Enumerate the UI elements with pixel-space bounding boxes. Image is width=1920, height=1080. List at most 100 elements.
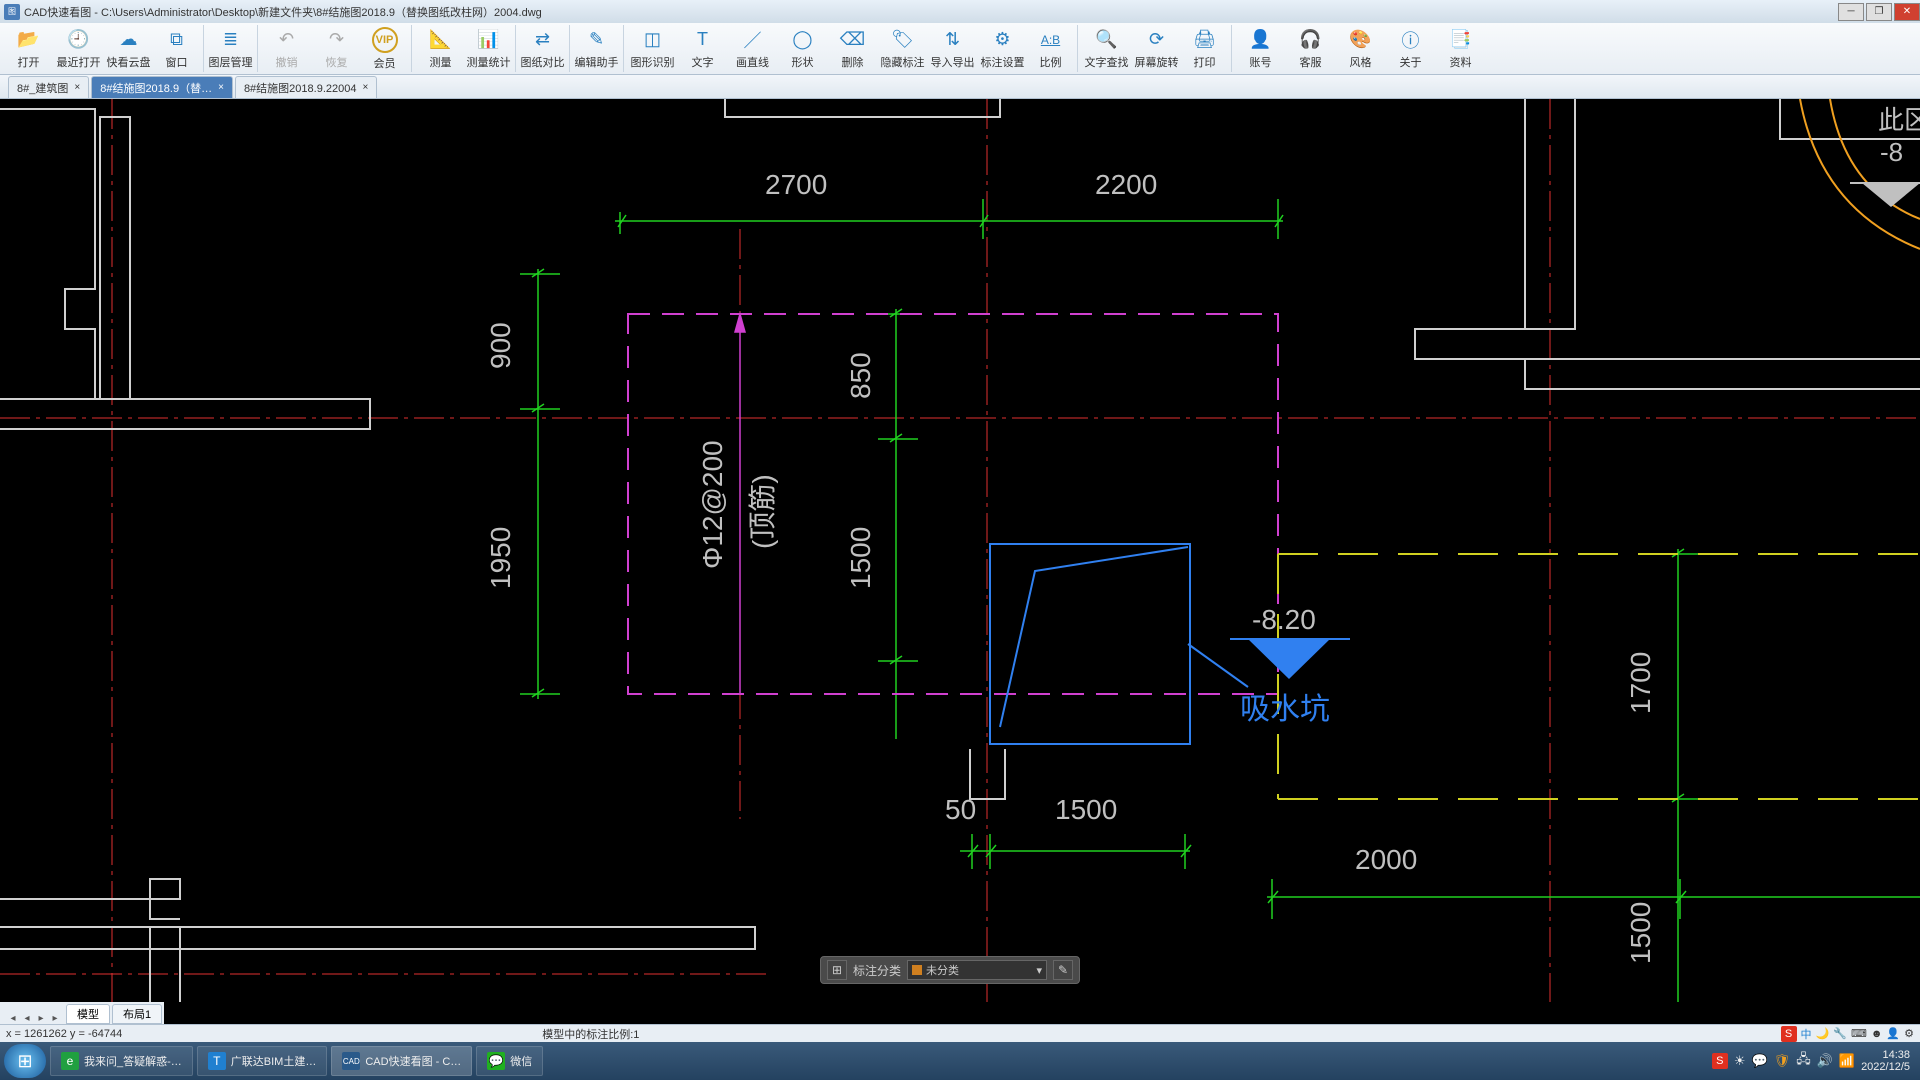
tool-label: 快看云盘 xyxy=(107,54,151,70)
doc-tab[interactable]: 8#结施图2018.9.22004× xyxy=(235,76,377,98)
doc-tab[interactable]: 8#_建筑图× xyxy=(8,76,89,98)
taskbar-app-icon: T xyxy=(208,1052,226,1070)
doc-tab[interactable]: 8#结施图2018.9（替…× xyxy=(91,76,233,98)
快看云盘-icon: ☁ xyxy=(117,28,141,52)
tool-恢复[interactable]: ↷恢复 xyxy=(312,25,362,72)
tray-sogou-icon[interactable]: S xyxy=(1712,1053,1728,1069)
tab-close-icon[interactable]: × xyxy=(74,82,80,93)
taskbar-app-icon: e xyxy=(61,1052,79,1070)
layout-tab[interactable]: 布局1 xyxy=(112,1004,162,1024)
tool-图纸对比[interactable]: ⇄图纸对比 xyxy=(520,25,570,72)
tool-比例[interactable]: A:B比例 xyxy=(1028,25,1078,72)
tool-label: 导入导出 xyxy=(931,54,975,70)
tool-风格[interactable]: 🎨风格 xyxy=(1336,25,1386,72)
taskbar-app[interactable]: T 广联达BIM土建… xyxy=(197,1046,328,1076)
最近打开-icon: 🕘 xyxy=(67,28,91,52)
tool-标注设置[interactable]: ⚙标注设置 xyxy=(978,25,1028,72)
tray-network-icon[interactable]: 🖧 xyxy=(1796,1050,1811,1072)
status-coord: x = 1261262 y = -64744 xyxy=(6,1028,122,1040)
删除-icon: ⌫ xyxy=(841,28,865,52)
taskbar-app[interactable]: 💬微信 xyxy=(476,1046,543,1076)
tool-编辑助手[interactable]: ✎编辑助手 xyxy=(574,25,624,72)
tool-打开[interactable]: 📂打开 xyxy=(4,25,54,72)
ime-settings-icon[interactable]: ⚙ xyxy=(1904,1027,1914,1040)
tool-打印[interactable]: 🖨打印 xyxy=(1182,25,1232,72)
ime-lang[interactable]: 中 xyxy=(1801,1026,1812,1042)
category-text: 未分类 xyxy=(926,962,959,978)
tool-客服[interactable]: 🎧客服 xyxy=(1286,25,1336,72)
tool-label: 隐藏标注 xyxy=(881,54,925,70)
tool-图层管理[interactable]: ≣图层管理 xyxy=(208,25,258,72)
ime-moon-icon: 🌙 xyxy=(1816,1027,1830,1040)
status-scale: 模型中的标注比例:1 xyxy=(542,1026,639,1042)
测量-icon: 📐 xyxy=(429,28,453,52)
tab-close-icon[interactable]: × xyxy=(362,82,368,93)
window-controls: ─ ❐ ✕ xyxy=(1836,3,1920,21)
start-button[interactable]: ⊞ xyxy=(4,1044,46,1078)
ime-smile-icon[interactable]: ☻ xyxy=(1871,1028,1883,1040)
tray-chat-icon[interactable]: 💬 xyxy=(1751,1053,1767,1069)
drawing-canvas[interactable]: 此区 -8 xyxy=(0,99,1920,1002)
tool-文字[interactable]: T文字 xyxy=(678,25,728,72)
tool-会员[interactable]: VIP会员 xyxy=(362,25,412,72)
dim-1700: 1700 xyxy=(1625,652,1656,714)
annobar-edit-icon[interactable]: ✎ xyxy=(1053,960,1073,980)
tray-signal-icon[interactable]: 📶 xyxy=(1839,1053,1855,1069)
账号-icon: 👤 xyxy=(1249,28,1273,52)
tool-label: 会员 xyxy=(374,55,396,71)
minimize-button[interactable]: ─ xyxy=(1838,3,1864,21)
layout-tabs: ◂◂▸▸ 模型布局1 xyxy=(0,1002,164,1024)
main-toolbar: 📂打开 🕘 最近打开 ☁ 快看云盘⧉窗口≣图层管理↶撤销↷恢复VIP会员📐测量📊测量统计… xyxy=(0,23,1920,75)
tab-close-icon[interactable]: × xyxy=(218,82,224,93)
tool-删除[interactable]: ⌫ 删除 xyxy=(828,25,878,72)
taskbar-app-label: 我来问_答疑解惑-… xyxy=(84,1053,182,1069)
tool-快看云盘[interactable]: ☁ 快看云盘 xyxy=(104,25,154,72)
关于-icon: ⓘ xyxy=(1399,28,1423,52)
annotation-bar[interactable]: ⊞ 标注分类 未分类 ▾ ✎ xyxy=(820,956,1080,984)
tool-label: 图形识别 xyxy=(631,54,675,70)
tool-隐藏标注[interactable]: 🏷隐藏标注 xyxy=(878,25,928,72)
tool-导入导出[interactable]: ⇅导入导出 xyxy=(928,25,978,72)
ime-user-icon[interactable]: 👤 xyxy=(1886,1027,1900,1040)
tool-label: 最近打开 xyxy=(57,54,101,70)
restore-button[interactable]: ❐ xyxy=(1866,3,1892,21)
layout-tab[interactable]: 模型 xyxy=(66,1004,110,1024)
tray-volume-icon[interactable]: 🔊 xyxy=(1817,1053,1833,1069)
tool-文字查找[interactable]: 🔍文字查找 xyxy=(1082,25,1132,72)
tool-label: 窗口 xyxy=(166,54,188,70)
system-tray[interactable]: S ☀ 💬 🛡 🖧 🔊 📶 14:38 2022/12/5 xyxy=(1712,1049,1916,1073)
taskbar-clock[interactable]: 14:38 2022/12/5 xyxy=(1861,1049,1910,1073)
tool-账号[interactable]: 👤账号 xyxy=(1236,25,1286,72)
tool-最近打开[interactable]: 🕘 最近打开 xyxy=(54,25,104,72)
tray-weather-icon[interactable]: ☀ xyxy=(1734,1053,1746,1069)
tool-画直线[interactable]: ／画直线 xyxy=(728,25,778,72)
tool-窗口[interactable]: ⧉窗口 xyxy=(154,25,204,72)
tool-label: 文字查找 xyxy=(1085,54,1129,70)
ime-tool-icon[interactable]: 🔧 xyxy=(1833,1027,1847,1040)
tool-label: 图纸对比 xyxy=(521,54,565,70)
tool-资料[interactable]: 📑资料 xyxy=(1436,25,1486,72)
taskbar-app-label: 广联达BIM土建… xyxy=(231,1053,317,1069)
taskbar-app[interactable]: e 我来问_答疑解惑-… xyxy=(50,1046,193,1076)
tool-形状[interactable]: ◯形状 xyxy=(778,25,828,72)
chevron-down-icon: ▾ xyxy=(1036,964,1042,977)
dim-850: 850 xyxy=(845,352,876,399)
sogou-icon[interactable]: S xyxy=(1781,1026,1797,1042)
tool-label: 删除 xyxy=(842,54,864,70)
rebar-text: Φ12@200 xyxy=(697,440,728,569)
tool-关于[interactable]: ⓘ关于 xyxy=(1386,25,1436,72)
tool-测量统计[interactable]: 📊测量统计 xyxy=(466,25,516,72)
taskbar-app[interactable]: CADCAD快速看图 - C… xyxy=(331,1046,472,1076)
tool-屏幕旋转[interactable]: ⟳屏幕旋转 xyxy=(1132,25,1182,72)
tool-图形识别[interactable]: ◫图形识别 xyxy=(628,25,678,72)
tool-测量[interactable]: 📐测量 xyxy=(416,25,466,72)
layout-tab-arrows[interactable]: ◂◂▸▸ xyxy=(6,1013,62,1024)
tool-撤销[interactable]: ↶撤销 xyxy=(262,25,312,72)
annobar-grid-icon[interactable]: ⊞ xyxy=(827,960,847,980)
tool-label: 恢复 xyxy=(326,54,348,70)
ime-keyboard-icon[interactable]: ⌨ xyxy=(1851,1027,1867,1040)
close-button[interactable]: ✕ xyxy=(1894,3,1920,21)
tray-shield-icon[interactable]: 🛡 xyxy=(1774,1053,1791,1069)
title-bar: 图 CAD快速看图 - C:\Users\Administrator\Deskt… xyxy=(0,0,1920,23)
annobar-category-combo[interactable]: 未分类 ▾ xyxy=(907,960,1047,980)
